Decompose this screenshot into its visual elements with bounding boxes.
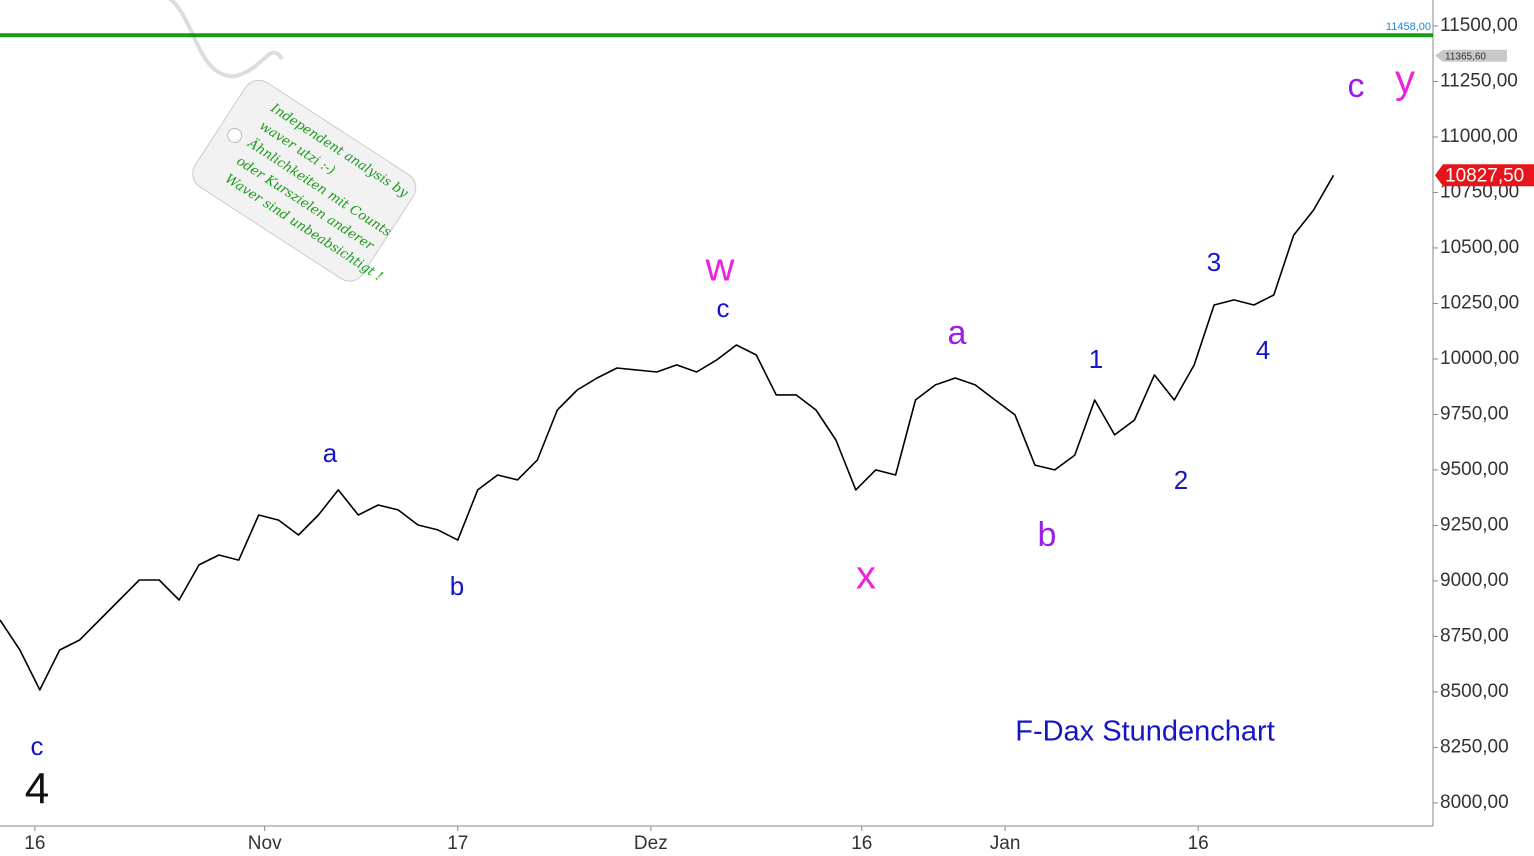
y-tick-label: 11000,00	[1440, 126, 1518, 147]
wave-label: b	[1038, 516, 1057, 554]
tag-hole	[227, 128, 243, 144]
y-tick-label: 11500,00	[1440, 15, 1518, 36]
y-tick-label: 8500,00	[1440, 681, 1509, 702]
wave-label: 4	[25, 765, 49, 814]
y-tick-label: 8750,00	[1440, 625, 1509, 646]
y-tick-label: 8000,00	[1440, 792, 1509, 813]
wave-label: 2	[1174, 465, 1188, 495]
wave-label: w	[705, 246, 735, 290]
y-tick-label: 10250,00	[1440, 292, 1519, 313]
x-tick-label: 17	[447, 833, 468, 854]
x-tick-label: 16	[1188, 833, 1209, 854]
wave-label: a	[948, 314, 967, 352]
wave-label: 4	[1256, 335, 1270, 365]
x-tick-label: 16	[851, 833, 872, 854]
y-tick-label: 9750,00	[1440, 403, 1509, 424]
y-tick-label: 9000,00	[1440, 570, 1509, 591]
wave-label: a	[323, 438, 338, 468]
reference-label: 11458,00	[1386, 21, 1431, 33]
y-tick-label: 9500,00	[1440, 459, 1509, 480]
price-marker-label: 11365,60	[1445, 51, 1486, 62]
y-tick-label: 11250,00	[1440, 70, 1518, 91]
tag-string	[130, 0, 284, 79]
wave-label: c	[31, 731, 44, 761]
wave-label: y	[1395, 58, 1415, 102]
price-marker-label: 10827,50	[1445, 165, 1524, 186]
wave-label: c	[1348, 67, 1365, 105]
chart-title: F-Dax Stundenchart	[1015, 716, 1275, 748]
y-tick-label: 8250,00	[1440, 736, 1509, 757]
y-tick-label: 10750,00	[1440, 181, 1519, 202]
price-marker	[1435, 164, 1534, 187]
price-line	[0, 174, 1335, 691]
y-tick-label: 9250,00	[1440, 514, 1509, 535]
y-tick-label: 10000,00	[1440, 348, 1519, 369]
x-tick-label: 16	[24, 833, 45, 854]
tag-card	[192, 79, 417, 282]
wave-label: 3	[1207, 247, 1221, 277]
wave-label: c	[717, 293, 730, 323]
wave-label: x	[856, 554, 876, 598]
x-tick-label: Jan	[990, 833, 1021, 854]
x-tick-label: Dez	[634, 833, 668, 854]
x-tick-label: Nov	[248, 833, 282, 854]
wave-label: 1	[1089, 344, 1103, 374]
y-tick-label: 10500,00	[1440, 237, 1519, 258]
wave-label: b	[450, 571, 464, 601]
price-marker	[1435, 49, 1507, 62]
